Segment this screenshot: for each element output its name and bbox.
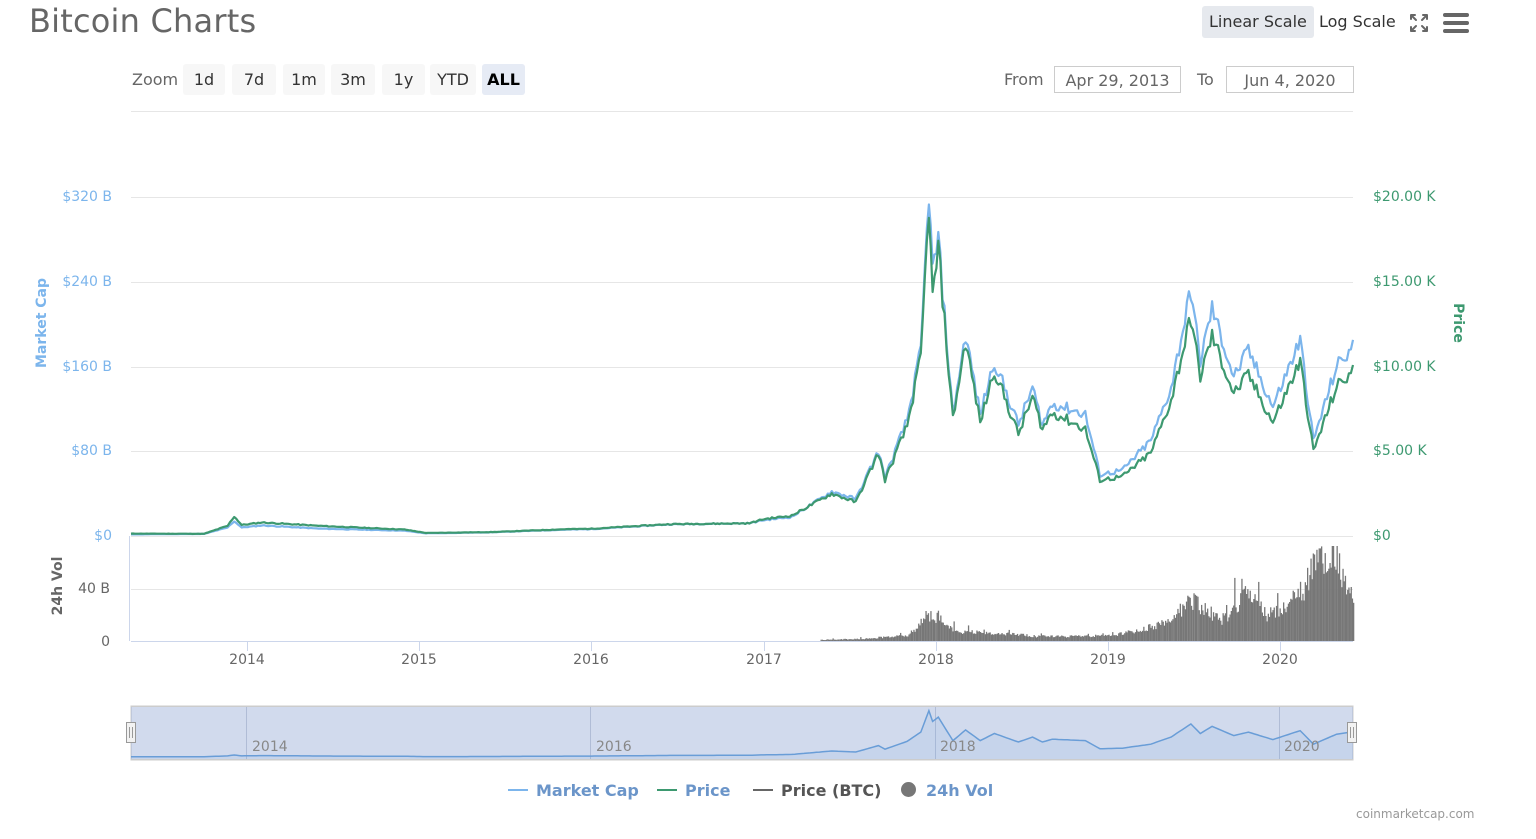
navigator-series [131, 708, 1354, 758]
x-axis-tick: 2016 [573, 652, 609, 668]
navigator [130, 705, 1354, 761]
x-axis-tick: 2019 [1090, 652, 1126, 668]
navigator-tick: 2014 [252, 739, 288, 755]
right-axis-tick: $0 [1373, 528, 1391, 544]
navigator-handle-left[interactable] [126, 722, 136, 743]
price-series [130, 216, 1355, 535]
legend-item-price[interactable]: Price [657, 781, 730, 800]
linear-scale-button[interactable]: Linear Scale [1202, 6, 1314, 38]
zoom-label: Zoom [132, 70, 179, 89]
to-label: To [1197, 70, 1214, 89]
fullscreen-icon[interactable] [1408, 12, 1430, 34]
x-axis-tick: 2020 [1262, 652, 1298, 668]
navigator-handle-right[interactable] [1347, 722, 1357, 743]
legend-label: Price [685, 781, 731, 800]
menu-icon[interactable] [1443, 11, 1469, 35]
zoom-1y-button[interactable]: 1y [382, 64, 425, 95]
zoom-1m-button[interactable]: 1m [283, 64, 325, 95]
grid-lines [131, 197, 1353, 590]
navigator-tick: 2018 [940, 739, 976, 755]
right-axis-tick: $10.00 K [1373, 359, 1436, 375]
legend-label: Market Cap [536, 781, 639, 800]
left-axis-tick: $160 B [62, 359, 112, 375]
log-scale-button[interactable]: Log Scale [1319, 12, 1396, 31]
market-cap-series [130, 203, 1355, 536]
legend-label: Price (BTC) [781, 781, 882, 800]
x-axis-tick: 2018 [918, 652, 954, 668]
volume-axis-tick: 0 [101, 634, 110, 650]
volume-axis-tick: 40 B [78, 581, 110, 597]
zoom-ytd-button[interactable]: YTD [430, 64, 476, 95]
navigator-mask[interactable] [131, 706, 1353, 760]
legend-line-icon [753, 788, 773, 791]
right-axis-tick: $15.00 K [1373, 274, 1436, 290]
left-axis-tick: $80 B [71, 443, 112, 459]
legend-line-icon [508, 788, 528, 791]
left-axis-tick: $320 B [62, 189, 112, 205]
legend-item-price-btc[interactable]: Price (BTC) [753, 781, 881, 800]
x-axis-tick: 2015 [401, 652, 437, 668]
page-title: Bitcoin Charts [29, 2, 257, 40]
credits-link[interactable]: coinmarketcap.com [1356, 807, 1475, 821]
zoom-1d-button[interactable]: 1d [183, 64, 225, 95]
navigator-tick: 2020 [1284, 739, 1320, 755]
legend-item-market-cap[interactable]: Market Cap [508, 781, 639, 800]
to-date-input[interactable]: Jun 4, 2020 [1226, 66, 1354, 93]
legend-item-24h-vol[interactable]: 24h Vol [901, 781, 993, 800]
volume-series [820, 546, 1355, 641]
from-label: From [1004, 70, 1044, 89]
zoom-3m-button[interactable]: 3m [331, 64, 375, 95]
zoom-7d-button[interactable]: 7d [232, 64, 276, 95]
navigator-tick: 2016 [596, 739, 632, 755]
legend-line-icon [657, 788, 677, 791]
x-axis-tick: 2014 [229, 652, 265, 668]
legend-dot-icon [901, 782, 916, 797]
left-axis-tick: $240 B [62, 274, 112, 290]
x-axis-tick: 2017 [746, 652, 782, 668]
left-axis-tick: $0 [94, 528, 112, 544]
zoom-all-button[interactable]: ALL [482, 64, 525, 95]
range-selector-divider [131, 111, 1353, 112]
right-axis-tick: $5.00 K [1373, 443, 1427, 459]
right-axis-tick: $20.00 K [1373, 189, 1436, 205]
from-date-input[interactable]: Apr 29, 2013 [1054, 66, 1181, 93]
legend-label: 24h Vol [926, 781, 994, 800]
